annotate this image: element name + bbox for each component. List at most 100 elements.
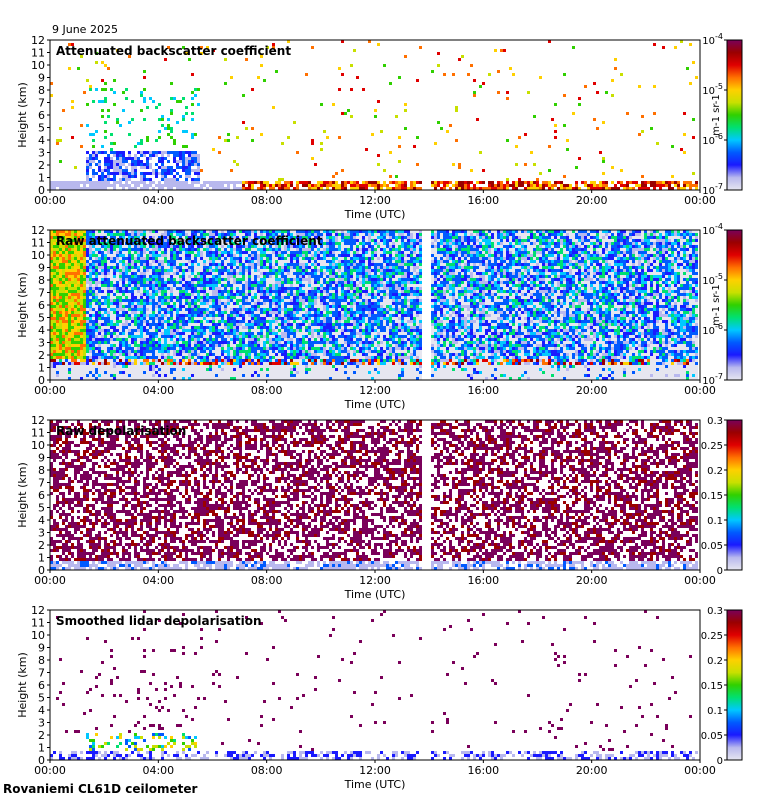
heatmap-cell (74, 257, 77, 260)
heatmap-cell (236, 338, 239, 341)
heatmap-cell (266, 272, 269, 275)
heatmap-cell (194, 172, 197, 175)
heatmap-cell (86, 359, 89, 362)
heatmap-cell (80, 320, 83, 323)
heatmap-cell (146, 106, 149, 109)
heatmap-cell (77, 263, 80, 266)
heatmap-cell (95, 341, 98, 344)
heatmap-cell (236, 181, 239, 184)
heatmap-cell (179, 269, 182, 272)
heatmap-cell (56, 302, 59, 305)
heatmap-cell (86, 344, 89, 347)
heatmap-cell (71, 254, 74, 257)
heatmap-cell (125, 326, 128, 329)
heatmap-cell (218, 335, 221, 338)
heatmap-cell (230, 362, 233, 365)
heatmap-cell (248, 257, 251, 260)
heatmap-cell (62, 350, 65, 353)
heatmap-cell (221, 317, 224, 320)
heatmap-cell (149, 341, 152, 344)
heatmap-cell (131, 275, 134, 278)
heatmap-cell (257, 377, 260, 380)
heatmap-cell (266, 269, 269, 272)
heatmap-cell (398, 181, 401, 184)
heatmap-cell (188, 260, 191, 263)
heatmap-cell (71, 184, 74, 187)
heatmap-cell (206, 341, 209, 344)
heatmap-cell (356, 76, 359, 79)
heatmap-cell (284, 187, 287, 190)
heatmap-cell (257, 251, 260, 254)
heatmap-cell (236, 263, 239, 266)
heatmap-cell (134, 290, 137, 293)
heatmap-cell (101, 151, 104, 154)
heatmap-cell (131, 329, 134, 332)
heatmap-cell (227, 314, 230, 317)
heatmap-cell (191, 326, 194, 329)
heatmap-cell (194, 272, 197, 275)
heatmap-cell (209, 332, 212, 335)
heatmap-cell (56, 251, 59, 254)
heatmap-cell (122, 178, 125, 181)
heatmap-cell (110, 233, 113, 236)
heatmap-cell (176, 239, 179, 242)
heatmap-cell (239, 311, 242, 314)
heatmap-cell (215, 332, 218, 335)
heatmap-cell (194, 251, 197, 254)
heatmap-cell (80, 317, 83, 320)
heatmap-cell (95, 251, 98, 254)
heatmap-cell (266, 362, 269, 365)
heatmap-cell (188, 242, 191, 245)
heatmap-cell (188, 356, 191, 359)
heatmap-cell (74, 236, 77, 239)
heatmap-cell (632, 181, 635, 184)
heatmap-cell (101, 335, 104, 338)
heatmap-cell (257, 257, 260, 260)
heatmap-cell (98, 314, 101, 317)
heatmap-cell (155, 338, 158, 341)
heatmap-cell (173, 320, 176, 323)
heatmap-cell (86, 124, 89, 127)
heatmap-cell (131, 251, 134, 254)
heatmap-cell (62, 320, 65, 323)
heatmap-cell (98, 266, 101, 269)
heatmap-cell (71, 317, 74, 320)
heatmap-cell (98, 353, 101, 356)
heatmap-cell (173, 353, 176, 356)
heatmap-cell (131, 100, 134, 103)
heatmap-cell (95, 353, 98, 356)
heatmap-cell (266, 365, 269, 368)
heatmap-cell (125, 97, 128, 100)
heatmap-cell (266, 338, 269, 341)
heatmap-cell (197, 248, 200, 251)
heatmap-cell (104, 344, 107, 347)
heatmap-cell (116, 293, 119, 296)
heatmap-cell (578, 103, 581, 106)
heatmap-cell (164, 230, 167, 233)
heatmap-cell (260, 320, 263, 323)
heatmap-cell (77, 302, 80, 305)
heatmap-cell (200, 230, 203, 233)
heatmap-cell (80, 239, 83, 242)
heatmap-cell (200, 290, 203, 293)
heatmap-cell (134, 230, 137, 233)
heatmap-cell (131, 302, 134, 305)
heatmap-cell (185, 314, 188, 317)
heatmap-cell (176, 172, 179, 175)
heatmap-cell (155, 272, 158, 275)
heatmap-cell (128, 347, 131, 350)
heatmap-cell (149, 359, 152, 362)
heatmap-cell (137, 287, 140, 290)
heatmap-cell (230, 377, 233, 380)
heatmap-cell (98, 326, 101, 329)
heatmap-cell (224, 245, 227, 248)
heatmap-cell (59, 293, 62, 296)
heatmap-cell (212, 332, 215, 335)
heatmap-cell (101, 239, 104, 242)
heatmap-cell (233, 353, 236, 356)
heatmap-cell (245, 350, 248, 353)
heatmap-cell (185, 356, 188, 359)
heatmap-cell (248, 305, 251, 308)
heatmap-cell (227, 296, 230, 299)
heatmap-cell (191, 97, 194, 100)
